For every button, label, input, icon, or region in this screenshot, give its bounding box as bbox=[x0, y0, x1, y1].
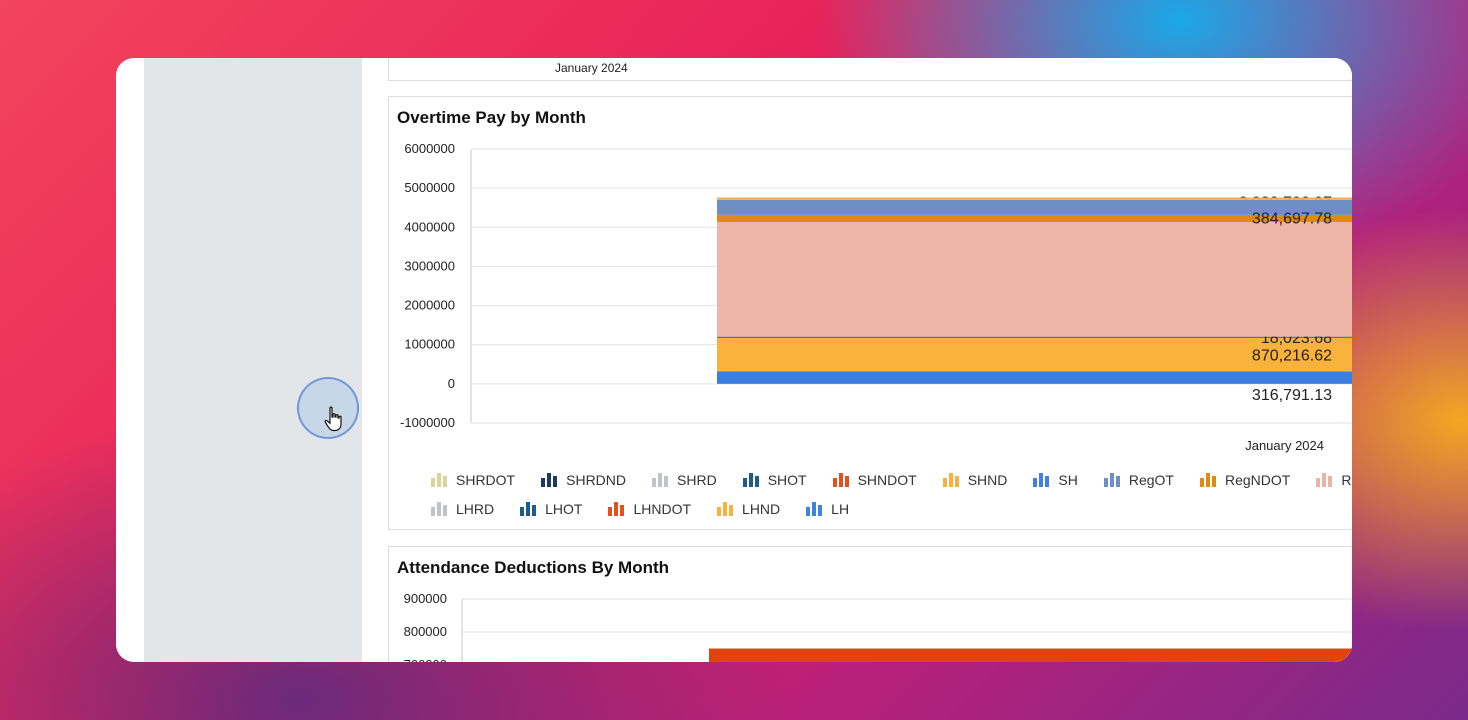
previous-chart-x-label: January 2024 bbox=[555, 61, 628, 75]
bar-segment-shnd[interactable] bbox=[717, 337, 1352, 372]
bar-segment-regnd[interactable] bbox=[717, 221, 1352, 337]
bar-chart-icon bbox=[431, 501, 449, 516]
legend-item-regnd[interactable]: RegND bbox=[1316, 472, 1352, 488]
bar-chart-icon bbox=[520, 501, 538, 516]
legend-label: SHOT bbox=[767, 471, 807, 488]
bar-chart-icon bbox=[1316, 472, 1334, 487]
legend-item-lhndot[interactable]: LHNDOT bbox=[608, 501, 691, 517]
legend-label: LHOT bbox=[545, 500, 583, 517]
legend-item-shrdot[interactable]: SHRDOT bbox=[431, 472, 515, 488]
legend-label: SHRD bbox=[677, 471, 717, 488]
legend-label: LH bbox=[831, 500, 850, 517]
bar-segment-regndot[interactable] bbox=[717, 214, 1352, 222]
dashboard-content[interactable]: January 2024 Overtime Pay by Month 60000… bbox=[362, 58, 1352, 662]
bar-chart-icon bbox=[1199, 472, 1218, 487]
legend-item-shrd[interactable]: SHRD bbox=[652, 472, 717, 488]
y-tick-label: 900000 bbox=[404, 591, 447, 606]
data-label: 384,697.78 bbox=[1252, 210, 1332, 227]
legend-item-shot[interactable]: SHOT bbox=[742, 471, 807, 488]
window-edge bbox=[116, 58, 122, 662]
legend-item-regot[interactable]: RegOT bbox=[1103, 471, 1174, 488]
legend-row: SHRDOT SHRDND SHRD SHOT SHNDOT SHND SH RegOT Reg… bbox=[431, 465, 1352, 494]
bar-deductions[interactable] bbox=[709, 648, 1352, 663]
legend-label: RegND bbox=[1341, 471, 1352, 488]
bar-segment-shndot[interactable] bbox=[717, 197, 1352, 200]
legend-label: SHNDOT bbox=[857, 471, 917, 488]
bar-segment-lh[interactable] bbox=[717, 371, 1352, 384]
legend-item-lh[interactable]: LH bbox=[806, 501, 849, 517]
legend-label: SH bbox=[1058, 471, 1078, 488]
data-label: 870,216.62 bbox=[1252, 347, 1332, 364]
legend-item-lhrd[interactable]: LHRD bbox=[431, 501, 494, 517]
y-tick-label: 700000 bbox=[404, 657, 447, 662]
legend-label: LHND bbox=[742, 500, 781, 517]
legend-item-regndot[interactable]: RegNDOT bbox=[1199, 471, 1291, 488]
bar-segment-shot[interactable] bbox=[717, 336, 1352, 338]
legend-label: LHNDOT bbox=[633, 500, 692, 517]
sidebar bbox=[144, 58, 363, 662]
attendance-chart: 900000 800000 700000 bbox=[404, 591, 1352, 663]
y-tick-label: 4000000 bbox=[404, 219, 455, 234]
previous-chart-card: January 2024 bbox=[388, 58, 1352, 81]
overtime-chart: 6000000 5000000 4000000 3000000 2000000 10000… bbox=[400, 141, 1352, 453]
y-tick-label: 1000000 bbox=[404, 337, 455, 352]
y-tick-label: 0 bbox=[448, 376, 455, 391]
y-tick-label: 800000 bbox=[404, 624, 447, 639]
overtime-chart-title: Overtime Pay by Month bbox=[397, 108, 586, 127]
app-window: January 2024 Overtime Pay by Month 60000… bbox=[116, 58, 1352, 662]
click-indicator bbox=[297, 377, 359, 439]
legend-label: SHND bbox=[967, 471, 1008, 488]
data-label: 316,791.13 bbox=[1252, 387, 1332, 404]
legend-item-lhot[interactable]: LHOT bbox=[520, 501, 582, 517]
y-tick-label: -1000000 bbox=[400, 415, 455, 430]
bar-segment-regot[interactable] bbox=[717, 199, 1352, 215]
bar-chart-icon bbox=[806, 501, 824, 516]
legend-row: LHRD LHOT LHNDOT LHND LH bbox=[431, 494, 1352, 523]
hand-cursor-icon bbox=[324, 406, 342, 432]
legend-label: LHRD bbox=[456, 500, 495, 517]
bar-chart-icon bbox=[942, 472, 961, 487]
bar-chart-icon bbox=[431, 472, 449, 487]
bar-chart-icon bbox=[717, 501, 735, 516]
bar-chart-icon bbox=[652, 472, 670, 487]
attendance-chart-title: Attendance Deductions By Month bbox=[397, 558, 670, 577]
y-tick-label: 5000000 bbox=[404, 180, 455, 195]
bar-chart-icon bbox=[742, 472, 761, 487]
legend-item-lhnd[interactable]: LHND bbox=[717, 501, 780, 517]
legend-item-sh[interactable]: SH bbox=[1033, 471, 1078, 488]
bar-chart-icon bbox=[832, 472, 851, 487]
overtime-chart-legend: SHRDOT SHRDND SHRD SHOT SHNDOT SHND SH RegOT Reg… bbox=[431, 465, 1352, 523]
y-tick-label: 3000000 bbox=[404, 258, 455, 273]
legend-item-shndot[interactable]: SHNDOT bbox=[832, 471, 917, 488]
y-tick-label: 2000000 bbox=[404, 298, 455, 313]
bar-chart-icon bbox=[608, 501, 626, 516]
overtime-pay-card: Overtime Pay by Month 6000000 5000000 4000… bbox=[388, 96, 1352, 530]
bar-chart-icon bbox=[541, 472, 559, 487]
legend-item-shrdnd[interactable]: SHRDND bbox=[541, 472, 626, 488]
legend-label: RegNDOT bbox=[1224, 471, 1291, 488]
y-tick-label: 6000000 bbox=[404, 141, 455, 156]
x-tick-label: January 2024 bbox=[1245, 438, 1324, 453]
bar-chart-icon bbox=[1103, 472, 1122, 487]
bar-chart-icon bbox=[1033, 472, 1051, 487]
legend-label: SHRDND bbox=[566, 471, 627, 488]
legend-label: RegOT bbox=[1128, 471, 1174, 488]
legend-item-shnd[interactable]: SHND bbox=[942, 471, 1008, 488]
attendance-deductions-card: Attendance Deductions By Month 900000 800… bbox=[388, 546, 1352, 662]
legend-label: SHRDOT bbox=[456, 471, 516, 488]
